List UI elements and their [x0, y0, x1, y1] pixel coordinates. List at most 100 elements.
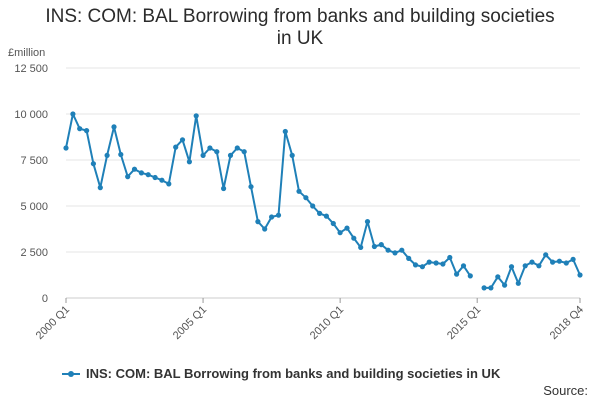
- data-point[interactable]: [104, 152, 110, 158]
- data-point[interactable]: [536, 263, 542, 269]
- y-axis-unit-label: £million: [8, 47, 45, 59]
- data-point[interactable]: [454, 271, 460, 277]
- data-point[interactable]: [179, 137, 186, 143]
- data-point[interactable]: [166, 181, 172, 187]
- data-point[interactable]: [63, 145, 69, 151]
- data-point[interactable]: [90, 161, 96, 167]
- data-point[interactable]: [426, 259, 432, 265]
- y-tick-label: 7 500: [20, 155, 48, 167]
- data-point[interactable]: [508, 264, 515, 270]
- data-point[interactable]: [159, 177, 165, 183]
- data-point[interactable]: [330, 220, 336, 227]
- data-point[interactable]: [406, 255, 412, 261]
- data-point[interactable]: [481, 285, 487, 291]
- data-point[interactable]: [118, 151, 124, 158]
- data-point[interactable]: [447, 254, 453, 261]
- data-point[interactable]: [296, 188, 302, 194]
- data-point[interactable]: [323, 213, 329, 219]
- data-point[interactable]: [303, 195, 309, 201]
- data-point[interactable]: [282, 128, 288, 135]
- y-tick-label: 0: [42, 293, 48, 305]
- data-point[interactable]: [364, 219, 371, 225]
- data-point[interactable]: [275, 212, 282, 218]
- legend-label: INS: COM: BAL Borrowing from banks and b…: [86, 366, 501, 381]
- data-point[interactable]: [131, 166, 138, 172]
- data-point[interactable]: [522, 263, 528, 269]
- chart-title-line-1: INS: COM: BAL Borrowing from banks and b…: [45, 6, 555, 27]
- data-point[interactable]: [214, 149, 220, 155]
- data-point[interactable]: [351, 235, 357, 241]
- data-point[interactable]: [289, 152, 295, 158]
- x-tick-label: 2000 Q1: [34, 304, 72, 342]
- y-tick-label: 2 500: [20, 247, 48, 259]
- data-point[interactable]: [577, 272, 583, 278]
- data-point[interactable]: [563, 260, 569, 266]
- x-tick-label: 2005 Q1: [171, 304, 209, 342]
- legend-line-marker-icon: [62, 368, 80, 380]
- legend[interactable]: INS: COM: BAL Borrowing from banks and b…: [62, 366, 500, 381]
- series-points: [63, 111, 583, 291]
- data-point[interactable]: [460, 263, 467, 269]
- x-tick-label: 2010 Q1: [308, 304, 346, 342]
- data-point[interactable]: [440, 261, 446, 267]
- data-point[interactable]: [419, 264, 425, 270]
- data-point[interactable]: [138, 170, 144, 176]
- data-point[interactable]: [255, 219, 261, 225]
- data-point[interactable]: [337, 230, 343, 236]
- data-point[interactable]: [570, 256, 576, 262]
- series-line: [65, 113, 581, 289]
- data-point[interactable]: [186, 159, 192, 165]
- data-point[interactable]: [77, 126, 83, 132]
- data-point[interactable]: [392, 250, 398, 256]
- data-point[interactable]: [550, 259, 556, 265]
- data-point[interactable]: [529, 259, 535, 265]
- gridlines: [66, 67, 580, 299]
- data-point[interactable]: [227, 152, 234, 158]
- data-point[interactable]: [495, 274, 501, 280]
- data-point[interactable]: [543, 252, 549, 258]
- data-point[interactable]: [371, 243, 377, 250]
- data-point[interactable]: [344, 225, 350, 231]
- data-point[interactable]: [145, 172, 151, 178]
- data-point[interactable]: [193, 113, 199, 119]
- chart-title: INS: COM: BAL Borrowing from banks and b…: [0, 6, 600, 50]
- x-tick-label: 2018 Q4: [548, 304, 586, 342]
- data-point[interactable]: [502, 282, 508, 288]
- x-tick-label: 2015 Q1: [445, 304, 483, 342]
- data-point[interactable]: [358, 244, 364, 250]
- data-point[interactable]: [399, 247, 405, 253]
- data-point[interactable]: [412, 262, 419, 268]
- y-axis: 0 2 500 5 000 7 500 10 000 12 500 £million: [8, 47, 48, 305]
- data-point[interactable]: [378, 242, 384, 248]
- data-point[interactable]: [556, 258, 563, 264]
- data-point[interactable]: [84, 128, 90, 134]
- y-tick-label: 5 000: [20, 201, 48, 213]
- x-axis: 2000 Q1 2005 Q1 2010 Q1 2015 Q1 2018 Q4: [34, 297, 586, 342]
- data-point[interactable]: [97, 185, 103, 191]
- data-point[interactable]: [317, 210, 323, 216]
- data-point[interactable]: [248, 184, 254, 190]
- data-point[interactable]: [269, 214, 275, 220]
- data-point[interactable]: [433, 260, 439, 266]
- data-point[interactable]: [488, 285, 494, 291]
- data-point[interactable]: [241, 149, 247, 155]
- data-point[interactable]: [221, 185, 227, 192]
- y-tick-label: 12 500: [14, 63, 48, 75]
- data-point[interactable]: [207, 145, 213, 151]
- data-point[interactable]: [152, 174, 158, 181]
- y-tick-label: 10 000: [14, 109, 48, 121]
- data-point[interactable]: [70, 111, 76, 117]
- data-point[interactable]: [467, 273, 473, 279]
- chart-title-line-2: in UK: [276, 28, 324, 49]
- data-point[interactable]: [234, 145, 240, 151]
- data-point[interactable]: [262, 226, 268, 232]
- data-point[interactable]: [515, 280, 521, 286]
- data-point[interactable]: [200, 152, 206, 158]
- data-point[interactable]: [111, 124, 117, 130]
- data-point[interactable]: [385, 247, 391, 253]
- data-point[interactable]: [310, 203, 316, 209]
- source-label: Source:: [543, 383, 588, 398]
- data-point[interactable]: [173, 144, 179, 150]
- data-point[interactable]: [125, 174, 131, 180]
